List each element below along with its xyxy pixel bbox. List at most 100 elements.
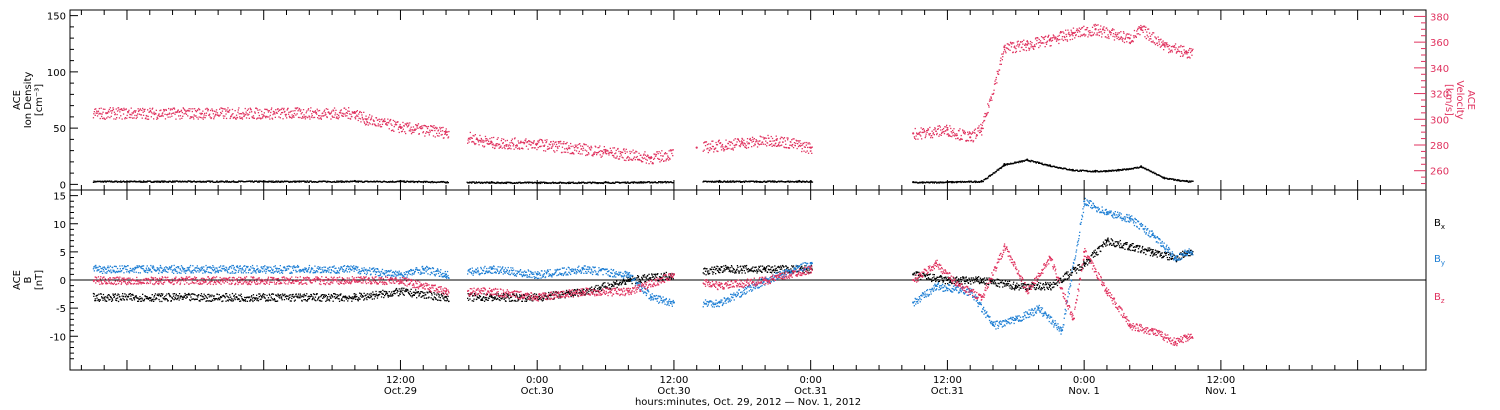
data-point <box>532 293 534 296</box>
data-point <box>609 287 611 289</box>
data-point <box>537 182 540 184</box>
data-point <box>769 144 771 146</box>
data-point <box>589 147 591 149</box>
data-point <box>1106 37 1108 39</box>
data-point <box>530 141 533 143</box>
data-point <box>345 181 348 183</box>
data-point <box>372 291 374 293</box>
data-point <box>408 293 410 295</box>
data-point <box>195 181 198 183</box>
data-point <box>347 300 349 302</box>
data-point <box>365 297 368 299</box>
data-point <box>374 123 376 125</box>
data-point <box>118 294 120 296</box>
data-point <box>510 148 512 150</box>
data-point <box>585 293 587 295</box>
data-point <box>130 298 132 300</box>
data-point <box>773 180 775 182</box>
data-point <box>199 109 201 111</box>
data-point <box>489 295 491 297</box>
data-point <box>181 298 183 300</box>
data-point <box>1070 34 1072 36</box>
data-point <box>291 114 293 116</box>
data-point <box>347 110 349 112</box>
data-point <box>567 147 569 149</box>
data-point <box>616 280 618 282</box>
data-point <box>600 288 602 290</box>
data-point <box>754 144 756 146</box>
data-point <box>530 144 532 146</box>
data-point <box>632 149 634 151</box>
data-point <box>720 146 722 148</box>
data-point <box>672 155 674 157</box>
data-point <box>259 117 261 119</box>
data-point <box>97 298 100 301</box>
data-point <box>1029 48 1031 50</box>
data-point <box>266 108 268 111</box>
data-point <box>429 131 431 133</box>
data-point <box>305 115 307 118</box>
data-point <box>274 300 276 302</box>
data-point <box>1115 34 1117 36</box>
data-point <box>106 300 108 302</box>
data-point <box>1148 169 1150 171</box>
data-point <box>638 152 640 154</box>
data-point <box>1112 35 1114 38</box>
data-point <box>116 297 119 299</box>
data-point <box>299 110 301 112</box>
data-point <box>367 295 369 298</box>
data-point <box>126 117 128 119</box>
data-point <box>1039 40 1042 42</box>
data-point <box>344 181 346 183</box>
data-point <box>978 127 980 129</box>
data-point <box>774 180 776 182</box>
data-point <box>725 139 727 141</box>
data-point <box>221 107 223 109</box>
data-point <box>1089 31 1091 34</box>
data-point <box>169 109 172 111</box>
data-point <box>340 180 342 182</box>
data-point <box>162 297 164 299</box>
data-point <box>219 181 222 183</box>
data-point <box>127 112 129 114</box>
data-point <box>916 132 918 134</box>
data-point <box>302 109 305 111</box>
data-point <box>580 148 583 150</box>
data-point <box>983 120 985 122</box>
data-point <box>644 154 647 156</box>
data-point <box>619 155 621 158</box>
data-point <box>957 137 959 139</box>
data-point <box>1178 46 1180 48</box>
data-point <box>922 128 925 130</box>
data-point <box>969 181 971 183</box>
data-point <box>1002 56 1004 58</box>
data-point <box>997 168 999 170</box>
data-point <box>301 111 303 114</box>
data-point <box>653 157 656 159</box>
data-point <box>492 299 494 301</box>
data-point <box>1069 35 1071 37</box>
data-point <box>713 151 715 153</box>
data-point <box>341 115 343 117</box>
data-point <box>189 116 192 118</box>
data-point <box>800 180 802 183</box>
data-point <box>490 294 492 296</box>
data-point <box>383 290 385 293</box>
data-point <box>938 182 941 184</box>
data-point <box>393 291 395 293</box>
data-point <box>799 140 801 142</box>
data-point <box>203 114 205 116</box>
data-point <box>775 142 777 144</box>
data-point <box>804 146 806 148</box>
data-point <box>251 295 253 297</box>
data-point <box>793 142 796 144</box>
data-point <box>593 152 595 154</box>
data-point <box>328 300 331 302</box>
data-point <box>179 296 182 298</box>
data-point <box>276 112 278 114</box>
data-point <box>1091 31 1093 33</box>
data-point <box>1102 29 1105 31</box>
data-point <box>615 283 617 285</box>
data-point <box>195 111 198 113</box>
data-point <box>623 280 626 282</box>
